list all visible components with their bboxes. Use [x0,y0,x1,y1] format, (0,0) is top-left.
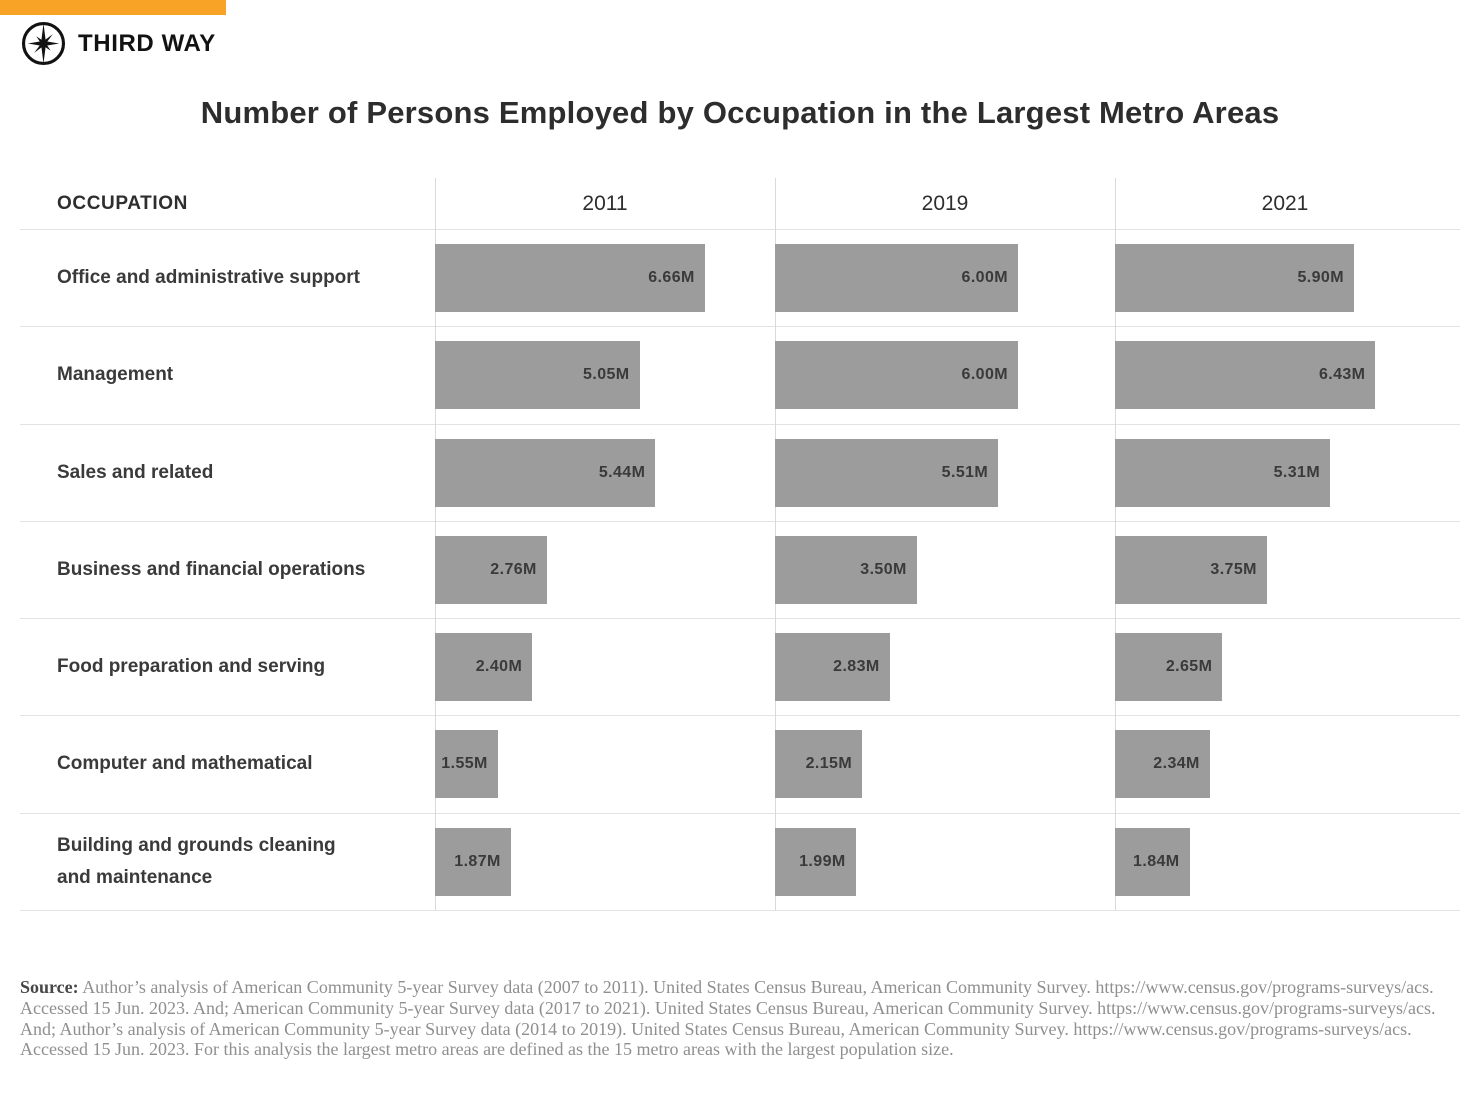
bar-2011: 1.87M [435,827,511,896]
bar-cell: 5.05M [435,327,775,423]
bar-cell: 1.87M [435,814,775,910]
table-row: Computer and mathematical 1.55M 2.15M 2.… [20,716,1460,814]
bar-2019: 6.00M [775,244,1018,312]
bar-value-label: 2.83M [833,658,880,676]
bar-cell: 5.44M [435,425,775,521]
bar-cell: 3.50M [775,522,1115,618]
bar-2011: 2.76M [435,535,547,604]
column-header-occupation: OCCUPATION [57,192,188,214]
source-note: Source: Author’s analysis of American Co… [20,977,1448,1060]
bar-2021: 3.75M [1115,535,1267,604]
bar-value-label: 1.99M [799,852,846,870]
bar-cell: 2.65M [1115,619,1455,715]
bar-cell: 6.43M [1115,327,1455,423]
bar-2019: 2.83M [775,633,890,702]
occupation-label: Business and financial operations [57,558,366,580]
bar-cell: 2.34M [1115,716,1455,812]
bar-2021: 6.43M [1115,341,1376,410]
bar-value-label: 5.51M [941,463,989,481]
occupation-label: Building and grounds cleaning and mainte… [57,834,336,888]
bar-value-label: 2.34M [1153,755,1200,773]
bar-value-label: 1.84M [1133,852,1180,870]
bar-value-label: 2.65M [1165,658,1213,676]
source-label: Source: [20,977,79,997]
bar-value-label: 2.15M [805,755,853,773]
table-row: Management 5.05M 6.00M 6.43M [20,327,1460,425]
bar-cell: 1.84M [1115,814,1455,910]
chart-rows: Office and administrative support 6.66M … [20,230,1460,911]
column-header-2019: 2019 [921,191,969,215]
bar-value-label: 3.50M [860,560,907,578]
bar-value-label: 6.00M [961,366,1008,384]
bar-cell: 1.99M [775,814,1115,910]
bar-value-label: 5.90M [1297,269,1344,286]
accent-bar [0,0,226,15]
bar-value-label: 5.44M [598,463,646,481]
table-row: Office and administrative support 6.66M … [20,230,1460,328]
bar-cell: 2.83M [775,619,1115,715]
bar-cell: 2.15M [775,716,1115,812]
bar-2021: 2.65M [1115,633,1223,702]
employment-bar-chart: OCCUPATION 2011 2019 2021 Office and adm… [20,178,1460,911]
occupation-label: Sales and related [57,461,214,483]
table-row: Building and grounds cleaning and mainte… [20,814,1460,911]
bar-2011: 5.05M [435,341,640,410]
chart-header-row: OCCUPATION 2011 2019 2021 [20,178,1460,230]
bar-value-label: 6.00M [961,269,1008,286]
source-text: Author’s analysis of American Community … [20,977,1436,1060]
occupation-label: Office and administrative support [57,267,360,289]
bar-2021: 5.31M [1115,438,1331,507]
bar-2019: 1.99M [775,827,856,896]
bar-cell: 3.75M [1115,522,1455,618]
bar-2011: 5.44M [435,438,656,507]
bar-2019: 5.51M [775,438,999,507]
bar-2019: 2.15M [775,730,863,799]
column-header-2021: 2021 [1261,191,1309,215]
chart-title: Number of Persons Employed by Occupation… [200,95,1280,130]
bar-2021: 5.90M [1115,244,1354,312]
bar-cell: 5.90M [1115,230,1455,326]
bar-value-label: 1.87M [454,852,501,870]
bar-value-label: 2.40M [475,658,523,676]
bar-value-label: 3.75M [1210,560,1257,578]
bar-value-label: 1.55M [441,755,488,773]
bar-2019: 6.00M [775,341,1018,410]
brand-header: THIRD WAY [20,20,216,67]
bar-2021: 1.84M [1115,827,1190,896]
bar-value-label: 6.43M [1318,366,1366,384]
bar-cell: 5.31M [1115,425,1455,521]
bar-cell: 5.51M [775,425,1115,521]
bar-2011: 2.40M [435,633,533,702]
table-row: Business and financial operations 2.76M … [20,522,1460,620]
table-row: Sales and related 5.44M 5.51M 5.31M [20,425,1460,522]
occupation-label: Management [57,364,174,386]
bar-2011: 6.66M [435,244,705,312]
bar-cell: 2.40M [435,619,775,715]
bar-cell: 6.00M [775,230,1115,326]
bar-value-label: 6.66M [648,269,695,286]
compass-star-icon [20,20,67,67]
bar-value-label: 5.31M [1273,463,1321,481]
bar-2011: 1.55M [435,730,498,799]
occupation-label: Computer and mathematical [57,753,313,775]
bar-2021: 2.34M [1115,730,1210,799]
table-row: Food preparation and serving 2.40M 2.83M… [20,619,1460,717]
occupation-label: Food preparation and serving [57,656,326,678]
bar-2019: 3.50M [775,535,917,604]
column-header-2011: 2011 [582,191,628,215]
brand-name: THIRD WAY [78,29,216,57]
bar-value-label: 5.05M [583,366,630,384]
bar-cell: 2.76M [435,522,775,618]
bar-value-label: 2.76M [490,560,537,578]
bar-cell: 6.66M [435,230,775,326]
bar-cell: 6.00M [775,327,1115,423]
bar-cell: 1.55M [435,716,775,812]
